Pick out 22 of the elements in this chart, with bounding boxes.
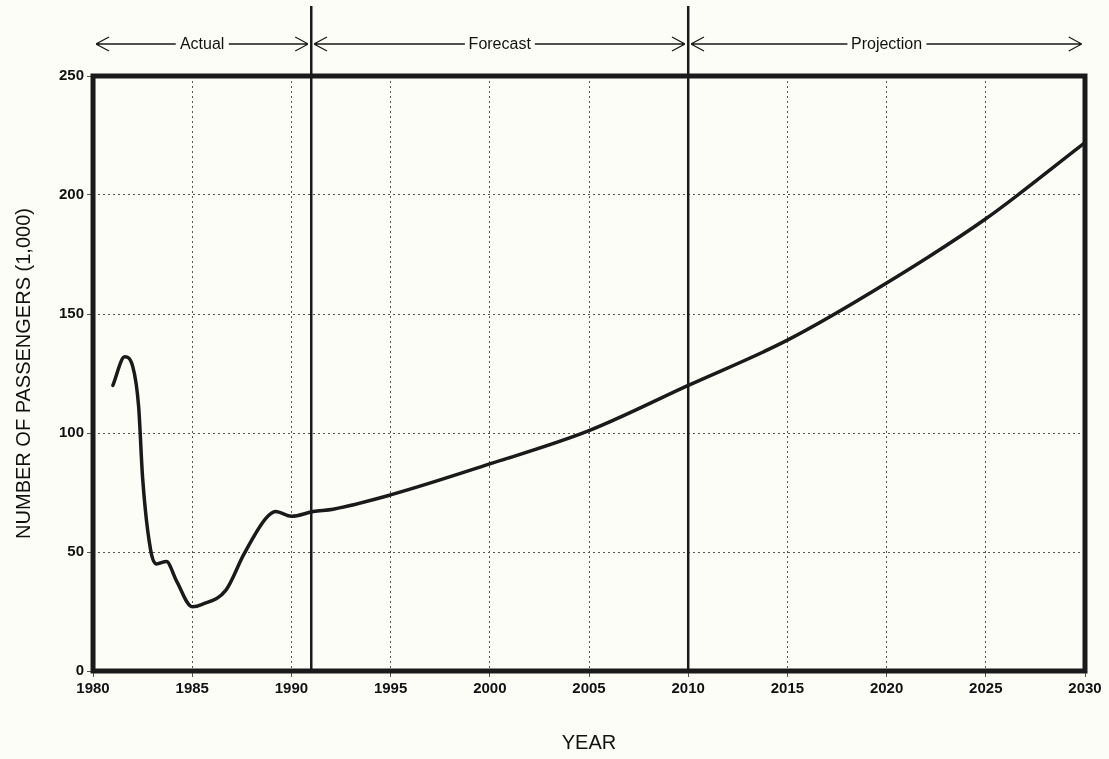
x-tick-label: 2010 <box>671 679 705 697</box>
x-tick-label: 2030 <box>1068 679 1102 697</box>
x-tick-label: 1980 <box>76 679 110 697</box>
x-tick-label: 2015 <box>770 679 805 697</box>
text: Actual <box>175 35 229 53</box>
y-tick-label: 0 <box>75 661 85 679</box>
y-tick-label: 50 <box>67 542 85 560</box>
x-tick-label: 1990 <box>274 679 309 697</box>
x-tick-label: 2005 <box>572 679 606 697</box>
text: Projection <box>847 35 927 53</box>
x-tick-label: 1985 <box>175 679 209 697</box>
x-axis-title: YEAR <box>561 730 617 753</box>
x-tick-label: 1995 <box>373 679 408 697</box>
x-tick-label: 2025 <box>969 679 1003 697</box>
x-tick-label: 2020 <box>869 679 904 697</box>
y-tick-label: 250 <box>59 66 85 84</box>
y-tick-label: 100 <box>59 423 85 441</box>
y-tick-label: 200 <box>59 185 85 203</box>
y-axis-title: NUMBER OF PASSENGERS (1,000) <box>11 208 34 539</box>
y-tick-label: 150 <box>59 304 85 322</box>
x-tick-label: 2000 <box>473 679 507 697</box>
text: Forecast <box>464 35 535 53</box>
